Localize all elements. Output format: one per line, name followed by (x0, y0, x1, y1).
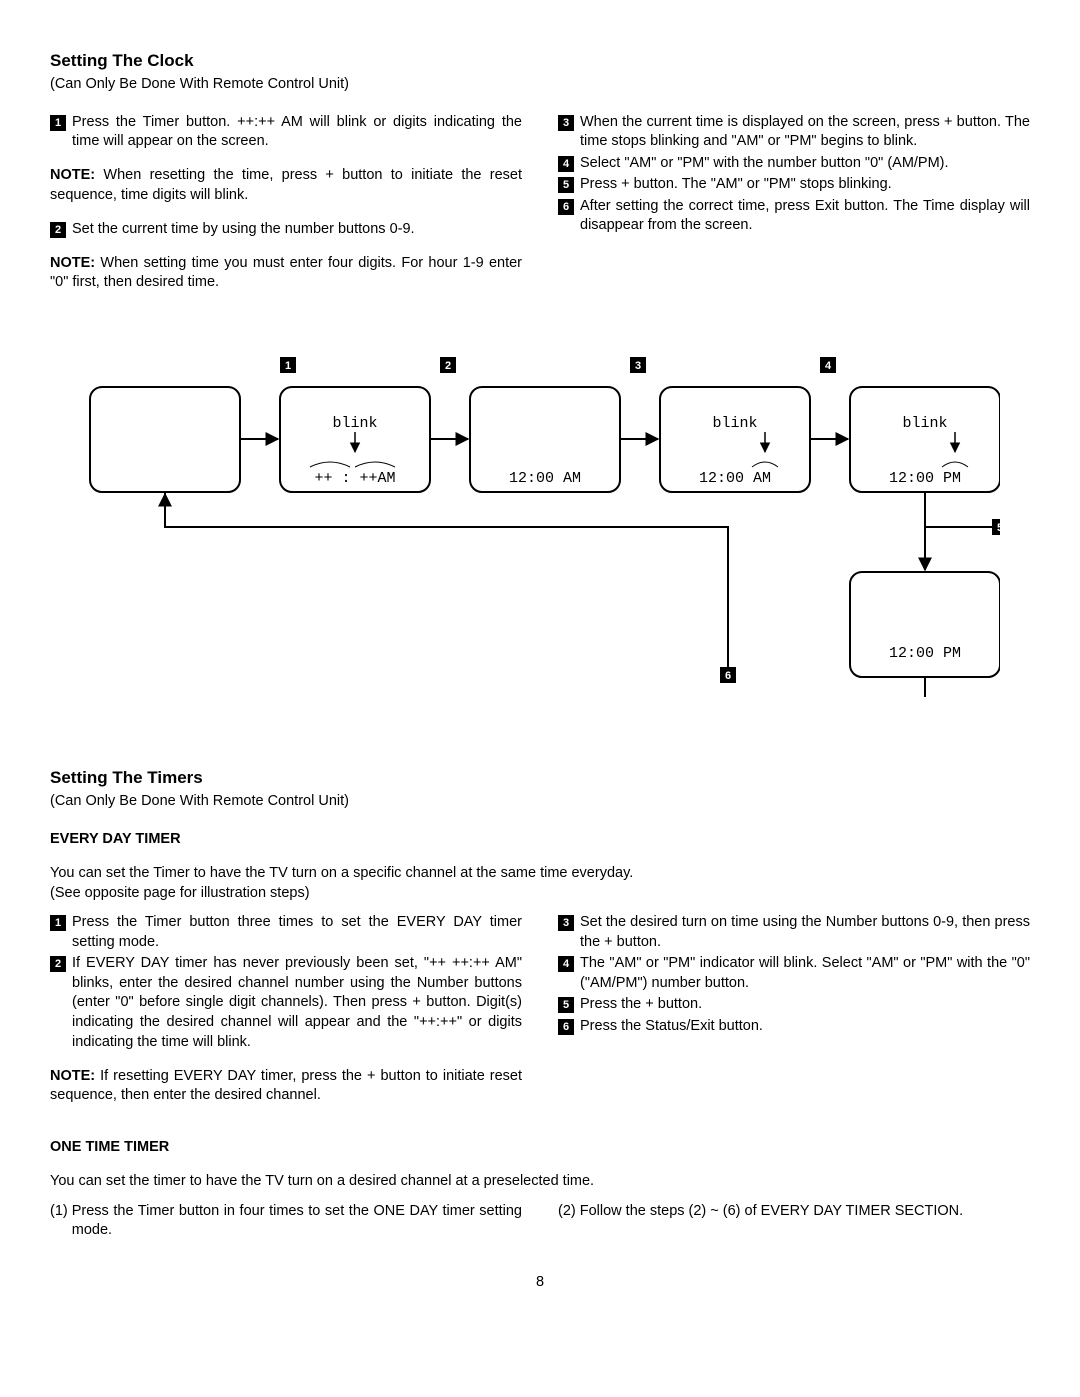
step-badge: 1 (50, 115, 66, 131)
step-badge: 6 (558, 1019, 574, 1035)
step-text: After setting the correct time, press Ex… (580, 197, 1030, 236)
page-number: 8 (50, 1273, 1030, 1293)
timers-subtitle: (Can Only Be Done With Remote Control Un… (50, 792, 1030, 812)
onetime-right-col: (2) Follow the steps (2) ~ (6) of EVERY … (558, 1202, 1030, 1243)
step-badge: 3 (558, 115, 574, 131)
clock-note-2: NOTE: When setting time you must enter f… (50, 254, 522, 293)
svg-text:5: 5 (997, 522, 1000, 534)
clock-diagram: 1 2 3 4 5 6 blink ++ : ++AM 12:00 AM (80, 357, 1000, 707)
step-badge: 2 (50, 956, 66, 972)
timers-heading: Setting The Timers (50, 767, 1030, 790)
clock-step-6: 6 After setting the correct time, press … (558, 197, 1030, 236)
svg-text:2: 2 (445, 360, 451, 372)
intro-line1: You can set the Timer to have the TV tur… (50, 865, 633, 881)
everyday-right-col: 3 Set the desired turn on time using the… (558, 913, 1030, 1120)
svg-text:blink: blink (712, 415, 757, 432)
svg-text:12:00 PM: 12:00 PM (889, 470, 961, 487)
clock-heading: Setting The Clock (50, 50, 1030, 73)
step-number: (2) (558, 1202, 576, 1222)
everyday-step-2: 2 If EVERY DAY timer has never previousl… (50, 954, 522, 1052)
step-badge: 5 (558, 177, 574, 193)
clock-step-3: 3 When the current time is displayed on … (558, 113, 1030, 152)
onetime-left-col: (1) Press the Timer button in four times… (50, 1202, 522, 1243)
step-number: (1) (50, 1202, 68, 1241)
onetime-columns: (1) Press the Timer button in four times… (50, 1202, 1030, 1243)
everyday-step-3: 3 Set the desired turn on time using the… (558, 913, 1030, 952)
step-text: Press the Timer button in four times to … (72, 1202, 522, 1241)
step-text: Press the Status/Exit button. (580, 1017, 1030, 1037)
step-badge: 1 (50, 915, 66, 931)
clock-subtitle: (Can Only Be Done With Remote Control Un… (50, 75, 1030, 95)
svg-text:++ : ++AM: ++ : ++AM (314, 470, 395, 487)
clock-columns: 1 Press the Timer button. ++:++ AM will … (50, 113, 1030, 308)
step-text: Press the Timer button. ++:++ AM will bl… (72, 113, 522, 152)
step-text: Follow the steps (2) ~ (6) of EVERY DAY … (580, 1202, 1030, 1222)
onetime-step-2: (2) Follow the steps (2) ~ (6) of EVERY … (558, 1202, 1030, 1222)
everyday-head: EVERY DAY TIMER (50, 830, 1030, 850)
step-text: Select "AM" or "PM" with the number butt… (580, 154, 1030, 174)
everyday-columns: 1 Press the Timer button three times to … (50, 913, 1030, 1120)
svg-text:6: 6 (725, 670, 731, 682)
everyday-step-4: 4 The "AM" or "PM" indicator will blink.… (558, 954, 1030, 993)
clock-note-1: NOTE: When resetting the time, press + b… (50, 166, 522, 205)
step-text: If EVERY DAY timer has never previously … (72, 954, 522, 1052)
clock-step-2: 2 Set the current time by using the numb… (50, 220, 522, 240)
onetime-head: ONE TIME TIMER (50, 1138, 1030, 1158)
clock-step-5: 5 Press + button. The "AM" or "PM" stops… (558, 175, 1030, 195)
onetime-step-1: (1) Press the Timer button in four times… (50, 1202, 522, 1241)
svg-text:1: 1 (285, 360, 291, 372)
everyday-left-col: 1 Press the Timer button three times to … (50, 913, 522, 1120)
step-badge: 3 (558, 915, 574, 931)
clock-left-col: 1 Press the Timer button. ++:++ AM will … (50, 113, 522, 308)
clock-step-4: 4 Select "AM" or "PM" with the number bu… (558, 154, 1030, 174)
svg-text:12:00 AM: 12:00 AM (699, 470, 771, 487)
clock-step-1: 1 Press the Timer button. ++:++ AM will … (50, 113, 522, 152)
clock-right-col: 3 When the current time is displayed on … (558, 113, 1030, 308)
note-text: If resetting EVERY DAY timer, press the … (50, 1068, 522, 1104)
svg-text:blink: blink (332, 415, 377, 432)
note-text: When resetting the time, press + button … (50, 167, 522, 203)
intro-line2: (See opposite page for illustration step… (50, 885, 310, 901)
step-badge: 6 (558, 199, 574, 215)
step-badge: 5 (558, 997, 574, 1013)
everyday-step-5: 5 Press the + button. (558, 995, 1030, 1015)
everyday-note: NOTE: If resetting EVERY DAY timer, pres… (50, 1067, 522, 1106)
step-badge: 4 (558, 156, 574, 172)
step-text: The "AM" or "PM" indicator will blink. S… (580, 954, 1030, 993)
svg-text:12:00 AM: 12:00 AM (509, 470, 581, 487)
step-text: When the current time is displayed on th… (580, 113, 1030, 152)
step-text: Press the Timer button three times to se… (72, 913, 522, 952)
svg-text:3: 3 (635, 360, 641, 372)
everyday-step-1: 1 Press the Timer button three times to … (50, 913, 522, 952)
step-badge: 2 (50, 222, 66, 238)
svg-text:12:00 PM: 12:00 PM (889, 645, 961, 662)
step-text: Press the + button. (580, 995, 1030, 1015)
step-text: Press + button. The "AM" or "PM" stops b… (580, 175, 1030, 195)
step-text: Set the desired turn on time using the N… (580, 913, 1030, 952)
step-text: Set the current time by using the number… (72, 220, 522, 240)
onetime-intro: You can set the timer to have the TV tur… (50, 1172, 1030, 1192)
svg-text:blink: blink (902, 415, 947, 432)
step-badge: 4 (558, 956, 574, 972)
everyday-intro: You can set the Timer to have the TV tur… (50, 864, 1030, 903)
svg-text:4: 4 (825, 360, 832, 372)
everyday-step-6: 6 Press the Status/Exit button. (558, 1017, 1030, 1037)
note-text: When setting time you must enter four di… (50, 255, 522, 291)
